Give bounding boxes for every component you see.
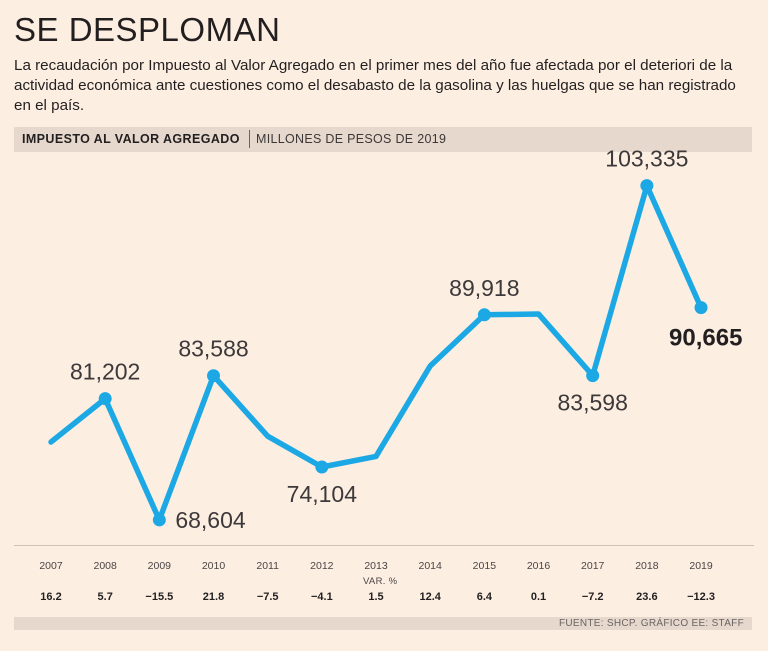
var-value-2013: 1.5 xyxy=(368,591,383,603)
value-label-2012: 74,104 xyxy=(287,481,358,507)
var-value-2010: 21.8 xyxy=(203,591,224,603)
value-label-2019: 90,665 xyxy=(669,325,742,352)
var-value-2018: 23.6 xyxy=(636,591,657,603)
year-label-2012: 2012 xyxy=(310,560,334,572)
var-value-2017: −7.2 xyxy=(582,591,604,603)
data-point-2008 xyxy=(98,392,112,406)
var-value-2008: 5.7 xyxy=(98,591,113,603)
var-value-2011: −7.5 xyxy=(257,591,279,603)
year-label-2017: 2017 xyxy=(581,560,605,572)
year-label-2007: 2007 xyxy=(39,560,63,572)
data-point-2009 xyxy=(152,513,166,527)
year-label-2018: 2018 xyxy=(635,560,659,572)
var-value-2007: 16.2 xyxy=(40,591,61,603)
data-point-2019 xyxy=(694,301,708,315)
data-point-2010 xyxy=(207,369,221,383)
footer-band: FUENTE: SHCP. GRÁFICO EE: STAFF xyxy=(14,617,752,630)
year-label-2013: 2013 xyxy=(364,560,388,572)
var-value-2016: 0.1 xyxy=(531,591,546,603)
value-label-2015: 89,918 xyxy=(449,275,519,301)
series-line xyxy=(48,182,704,523)
var-value-2009: −15.5 xyxy=(145,591,173,603)
var-value-2015: 6.4 xyxy=(477,591,493,603)
source-note: FUENTE: SHCP. GRÁFICO EE: STAFF xyxy=(558,618,744,629)
var-value-2012: −4.1 xyxy=(311,591,333,603)
year-label-2011: 2011 xyxy=(256,560,279,572)
chart-subtitle: La recaudación por Impuesto al Valor Agr… xyxy=(14,57,736,114)
year-label-2008: 2008 xyxy=(93,560,117,572)
chart-header-band: IMPUESTO AL VALOR AGREGADO MILLONES DE P… xyxy=(14,127,752,152)
year-label-2009: 2009 xyxy=(148,560,172,572)
var-label: VAR. % xyxy=(363,576,398,587)
var-value-2014: 12.4 xyxy=(419,591,441,603)
data-point-2018 xyxy=(640,179,654,193)
value-label-2018: 103,335 xyxy=(605,146,688,172)
year-label-2016: 2016 xyxy=(527,560,551,572)
year-label-2019: 2019 xyxy=(689,560,713,572)
var-value-2019: −12.3 xyxy=(687,591,715,603)
year-label-2015: 2015 xyxy=(473,560,497,572)
data-point-2012 xyxy=(315,460,329,474)
value-label-2017: 83,598 xyxy=(558,390,628,416)
value-label-2009: 68,604 xyxy=(175,507,246,533)
series-title: IMPUESTO AL VALOR AGREGADO xyxy=(22,132,240,146)
band-separator xyxy=(249,130,250,148)
data-point-2017 xyxy=(586,369,600,383)
units-label: MILLONES DE PESOS DE 2019 xyxy=(256,132,447,146)
data-point-2015 xyxy=(477,308,491,322)
value-label-2010: 83,588 xyxy=(178,336,248,362)
year-label-2014: 2014 xyxy=(419,560,443,572)
value-label-2008: 81,202 xyxy=(70,359,140,385)
year-label-2010: 2010 xyxy=(202,560,226,572)
chart-title: SE DESPLOMAN xyxy=(14,11,281,48)
x-axis-line xyxy=(14,545,754,546)
